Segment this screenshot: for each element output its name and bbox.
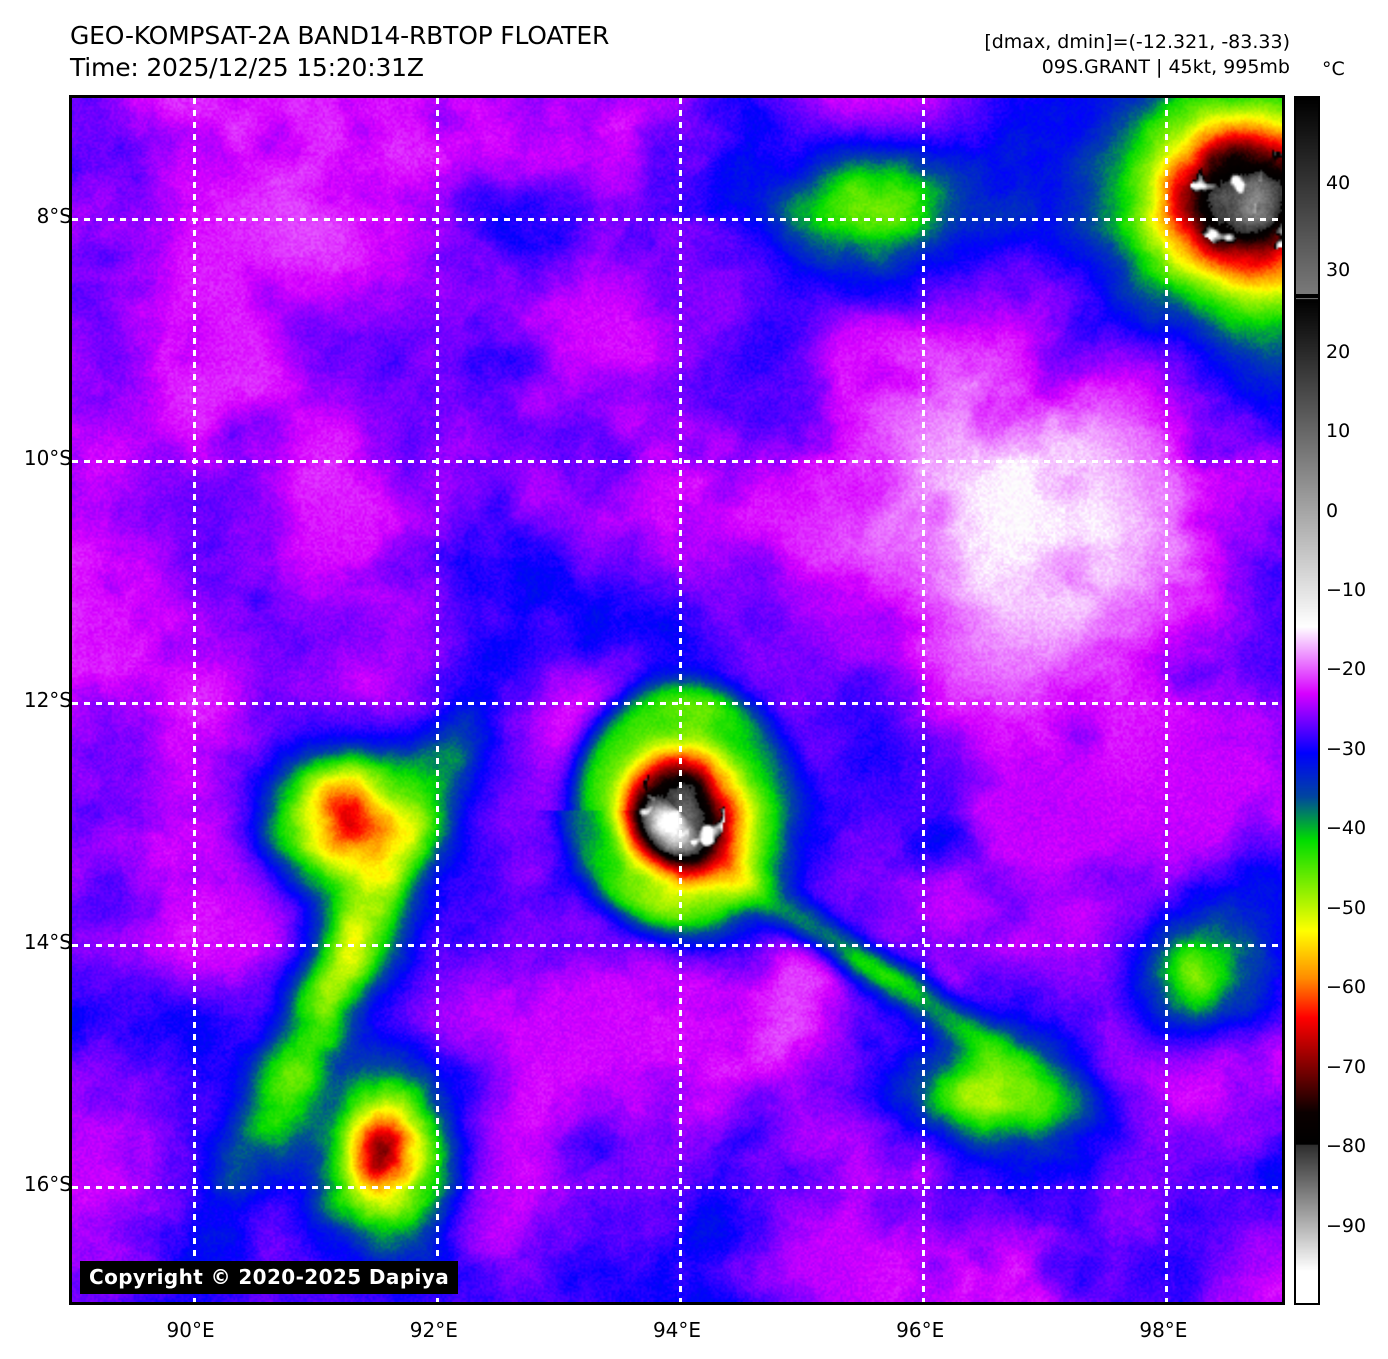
ytick-label-14s: 14°S — [23, 930, 72, 954]
ytick-label-12s: 12°S — [23, 688, 72, 712]
ytick-label-16s: 16°S — [23, 1172, 72, 1196]
satellite-image-plot: Copyright © 2020-2025 Dapiya — [69, 95, 1285, 1305]
colorbar-tick-40: 40 — [1326, 171, 1351, 194]
colorbar-tick-minus50: −50 — [1326, 896, 1367, 919]
dmax-dmin-label: [dmax, dmin]=(-12.321, -83.33) — [984, 31, 1290, 53]
colorbar-tick-minus40: −40 — [1326, 817, 1367, 840]
colorbar-tick-10: 10 — [1326, 420, 1351, 443]
page-title: GEO-KOMPSAT-2A BAND14-RBTOP FLOATER Time… — [70, 20, 609, 84]
ytick-label-10s: 10°S — [23, 446, 72, 470]
xtick-label-96e: 96°E — [896, 1318, 945, 1342]
colorbar-main-segment — [1294, 296, 1320, 1305]
storm-info-label: 09S.GRANT | 45kt, 995mb — [1041, 56, 1290, 78]
colorbar-tick-minus70: −70 — [1326, 1055, 1367, 1078]
xtick-label-94e: 94°E — [652, 1318, 702, 1342]
xtick-label-90e: 90°E — [166, 1318, 215, 1342]
ytick-label-8s: 8°S — [36, 204, 72, 228]
colorbar-tick-minus20: −20 — [1326, 658, 1367, 681]
colorbar-tick-20: 20 — [1326, 340, 1351, 363]
colorbar-tick-minus60: −60 — [1326, 976, 1367, 999]
colorbar-tick-minus80: −80 — [1326, 1135, 1367, 1158]
copyright-banner: Copyright © 2020-2025 Dapiya — [80, 1261, 459, 1294]
xtick-label-98e: 98°E — [1139, 1318, 1188, 1342]
title-line-2: Time: 2025/12/25 15:20:31Z — [70, 53, 424, 82]
colorbar-tick-minus10: −10 — [1326, 578, 1367, 601]
colorbar-tick-30: 30 — [1326, 258, 1351, 281]
colorbar-tick-minus90: −90 — [1326, 1214, 1367, 1237]
metadata-block: [dmax, dmin]=(-12.321, -83.33) 09S.GRANT… — [984, 30, 1290, 80]
xtick-label-92e: 92°E — [409, 1318, 458, 1342]
colorbar-unit-label: °C — [1322, 58, 1345, 80]
title-line-1: GEO-KOMPSAT-2A BAND14-RBTOP FLOATER — [70, 21, 610, 50]
colorbar-tick-minus30: −30 — [1326, 737, 1367, 760]
colorbar-tick-0: 0 — [1326, 499, 1339, 522]
colorbar-upper-segment — [1294, 96, 1320, 296]
satellite-imagery-canvas — [72, 98, 1282, 1302]
